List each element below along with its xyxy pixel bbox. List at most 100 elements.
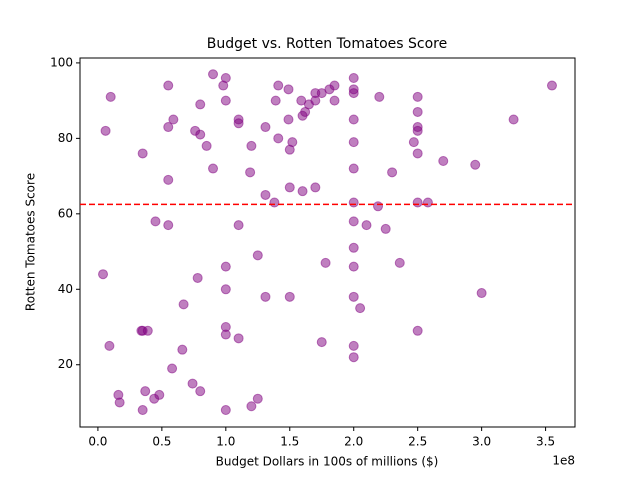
scatter-point	[220, 95, 231, 106]
y-tick-label: 80	[58, 131, 73, 145]
scatter-point	[252, 393, 263, 404]
scatter-point	[233, 220, 244, 231]
scatter-point	[260, 189, 271, 200]
chart-title: Budget vs. Rotten Tomatoes Score	[207, 36, 447, 52]
scatter-point	[220, 284, 231, 295]
scatter-point	[220, 329, 231, 340]
y-tick-label: 60	[58, 206, 73, 220]
x-tick-label: 0.5	[152, 435, 171, 449]
scatter-point	[412, 125, 423, 136]
x-tick-label: 0.0	[88, 435, 107, 449]
scatter-point	[246, 140, 257, 151]
scatter-point	[150, 216, 161, 227]
scatter-point	[105, 91, 116, 102]
x-tick-label: 1.5	[280, 435, 299, 449]
scatter-point	[233, 118, 244, 129]
scatter-point	[283, 114, 294, 125]
scatter-point	[284, 182, 295, 193]
scatter-point	[476, 288, 487, 299]
scatter-point	[287, 137, 298, 148]
x-axis-label: Budget Dollars in 100s of millions ($)	[216, 455, 439, 469]
scatter-point	[412, 91, 423, 102]
x-offset-label: 1e8	[552, 454, 575, 468]
scatter-point	[348, 261, 359, 272]
scatter-point	[412, 197, 423, 208]
scatter-point	[283, 84, 294, 95]
x-tick-label: 1.0	[216, 435, 235, 449]
scatter-point	[374, 91, 385, 102]
scatter-point	[163, 80, 174, 91]
scatter-point	[329, 95, 340, 106]
scatter-point	[310, 182, 321, 193]
scatter-point	[192, 272, 203, 283]
scatter-point	[394, 257, 405, 268]
scatter-point	[329, 80, 340, 91]
scatter-point	[273, 80, 284, 91]
y-axis-label: Rotten Tomatoes Score	[24, 173, 38, 311]
scatter-point	[137, 405, 148, 416]
scatter-point	[348, 114, 359, 125]
scatter-point	[546, 80, 557, 91]
scatter-point	[310, 95, 321, 106]
scatter-point	[412, 325, 423, 336]
x-tick-label: 2.0	[344, 435, 363, 449]
scatter-point	[195, 129, 206, 140]
scatter-point	[98, 269, 109, 280]
scatter-point	[100, 125, 111, 136]
scatter-point	[252, 250, 263, 261]
scatter-point	[154, 389, 165, 400]
scatter-point	[167, 363, 178, 374]
scatter-point	[348, 137, 359, 148]
scatter-point	[348, 163, 359, 174]
scatter-point	[114, 397, 125, 408]
scatter-point	[387, 167, 398, 178]
scatter-point	[348, 242, 359, 253]
scatter-point	[348, 88, 359, 99]
scatter-point	[422, 197, 433, 208]
scatter-point	[270, 95, 281, 106]
y-tick-label: 20	[58, 357, 73, 371]
scatter-point	[178, 299, 189, 310]
scatter-point	[412, 148, 423, 159]
plot-frame	[79, 57, 576, 428]
scatter-point	[246, 401, 257, 412]
scatter-point	[104, 340, 115, 351]
scatter-point	[163, 174, 174, 185]
scatter-point	[220, 261, 231, 272]
scatter-point	[140, 386, 151, 397]
y-tick-label: 40	[58, 282, 73, 296]
scatter-point	[163, 220, 174, 231]
scatter-point	[320, 257, 331, 268]
scatter-point	[508, 114, 519, 125]
scatter-point	[273, 133, 284, 144]
scatter-point	[348, 72, 359, 83]
scatter-point	[208, 69, 219, 80]
scatter-point	[316, 337, 327, 348]
scatter-point	[142, 325, 153, 336]
scatter-point	[284, 291, 295, 302]
x-tick-label: 3.0	[472, 435, 491, 449]
scatter-point	[168, 114, 179, 125]
x-tick-label: 3.5	[536, 435, 555, 449]
scatter-point	[355, 303, 366, 314]
scatter-point	[201, 140, 212, 151]
scatter-point	[348, 291, 359, 302]
scatter-point	[177, 344, 188, 355]
scatter-point	[208, 163, 219, 174]
scatter-point	[438, 156, 449, 167]
scatter-point	[260, 291, 271, 302]
y-tick-label: 100	[50, 55, 73, 69]
scatter-point	[245, 167, 256, 178]
scatter-point	[163, 122, 174, 133]
scatter-point	[408, 137, 419, 148]
scatter-point	[220, 405, 231, 416]
scatter-point	[348, 340, 359, 351]
scatter-point	[195, 386, 206, 397]
scatter-point	[470, 159, 481, 170]
scatter-point	[373, 201, 384, 212]
x-tick-label: 2.5	[408, 435, 427, 449]
scatter-point	[380, 223, 391, 234]
scatter-point	[348, 352, 359, 363]
scatter-point	[412, 106, 423, 117]
